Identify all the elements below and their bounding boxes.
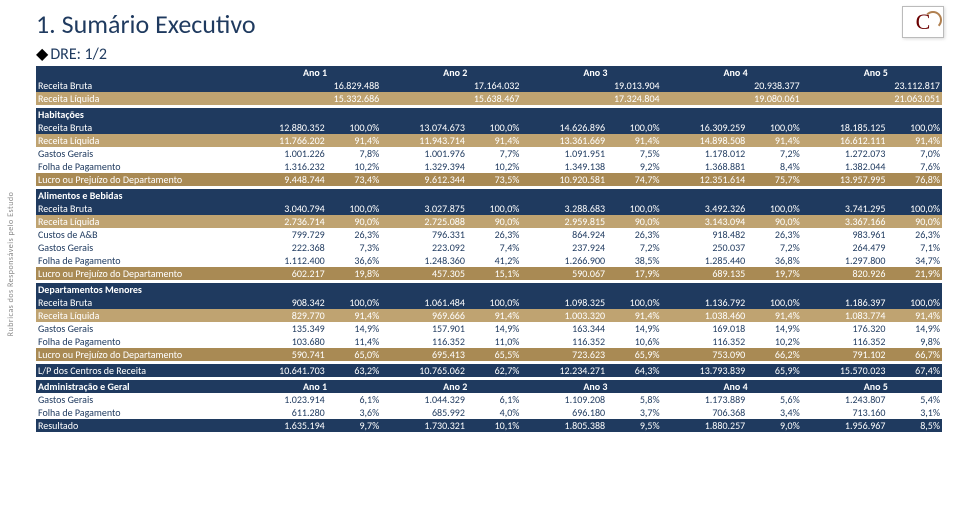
table-row: L/P dos Centros de Receita10.641.70363,2… (36, 364, 942, 377)
table-row: Receita Bruta3.040.794100,0%3.027.875100… (36, 202, 942, 215)
table-row: Gastos Gerais135.34914,9%157.90114,9%163… (36, 322, 942, 335)
section-table: HabitaçõesReceita Bruta12.880.352100,0%1… (36, 108, 942, 186)
section-header: Habitações (36, 108, 942, 121)
summary-receita-liquida: Receita Líquida 15.332.686 15.638.467 17… (36, 92, 942, 105)
table-row: Folha de Pagamento1.316.23210,2%1.329.39… (36, 160, 942, 173)
table-row: Resultado1.635.1949,7%1.730.32110,1%1.80… (36, 419, 942, 432)
table-row: Folha de Pagamento611.2803,6%685.9924,0%… (36, 406, 942, 419)
year-header-row: Ano 1 Ano 2 Ano 3 Ano 4 Ano 5 (36, 66, 942, 79)
table-row: Receita Bruta908.342100,0%1.061.484100,0… (36, 296, 942, 309)
table-row: Receita Líquida829.77091,4%969.66691,4%1… (36, 309, 942, 322)
section-table: Administração e GeralAno 1Ano 2Ano 3Ano … (36, 380, 942, 432)
table-row: Folha de Pagamento1.112.40036,6%1.248.36… (36, 254, 942, 267)
summary-receita-bruta: Receita Bruta 16.829.488 17.164.032 19.0… (36, 79, 942, 92)
summary-table: Ano 1 Ano 2 Ano 3 Ano 4 Ano 5 Receita Br… (36, 66, 942, 105)
section-table: Alimentos e BebidasReceita Bruta3.040.79… (36, 189, 942, 280)
section-header: Administração e GeralAno 1Ano 2Ano 3Ano … (36, 380, 942, 393)
table-row: Receita Bruta12.880.352100,0%13.074.6731… (36, 121, 942, 134)
page-title: 1. Sumário Executivo (36, 8, 942, 40)
table-row: Receita Líquida11.766.20291,4%11.943.714… (36, 134, 942, 147)
section-table: Departamentos MenoresReceita Bruta908.34… (36, 283, 942, 361)
section-header: Departamentos Menores (36, 283, 942, 296)
sidebar-signature-line: Rubricas dos Responsáveis pelo Estudo (6, 192, 16, 337)
page-subtitle: ◆DRE: 1/2 (36, 44, 942, 64)
table-row: Folha de Pagamento103.68011,4%116.35211,… (36, 335, 942, 348)
table-row: Lucro ou Prejuízo do Departamento590.741… (36, 348, 942, 361)
table-row: Lucro ou Prejuízo do Departamento9.448.7… (36, 173, 942, 186)
table-row: Gastos Gerais1.001.2267,8%1.001.9767,7%1… (36, 147, 942, 160)
table-row: Gastos Gerais1.023.9146,1%1.044.3296,1%1… (36, 393, 942, 406)
company-logo: C (902, 6, 944, 38)
table-row: Lucro ou Prejuízo do Departamento602.217… (36, 267, 942, 280)
table-row: Receita Líquida2.736.71490,0%2.725.08890… (36, 215, 942, 228)
section-header: Alimentos e Bebidas (36, 189, 942, 202)
table-row: Custos de A&B799.72926,3%796.33126,3%864… (36, 228, 942, 241)
table-row: Gastos Gerais222.3687,3%223.0927,4%237.9… (36, 241, 942, 254)
lpc-table: L/P dos Centros de Receita10.641.70363,2… (36, 364, 942, 377)
